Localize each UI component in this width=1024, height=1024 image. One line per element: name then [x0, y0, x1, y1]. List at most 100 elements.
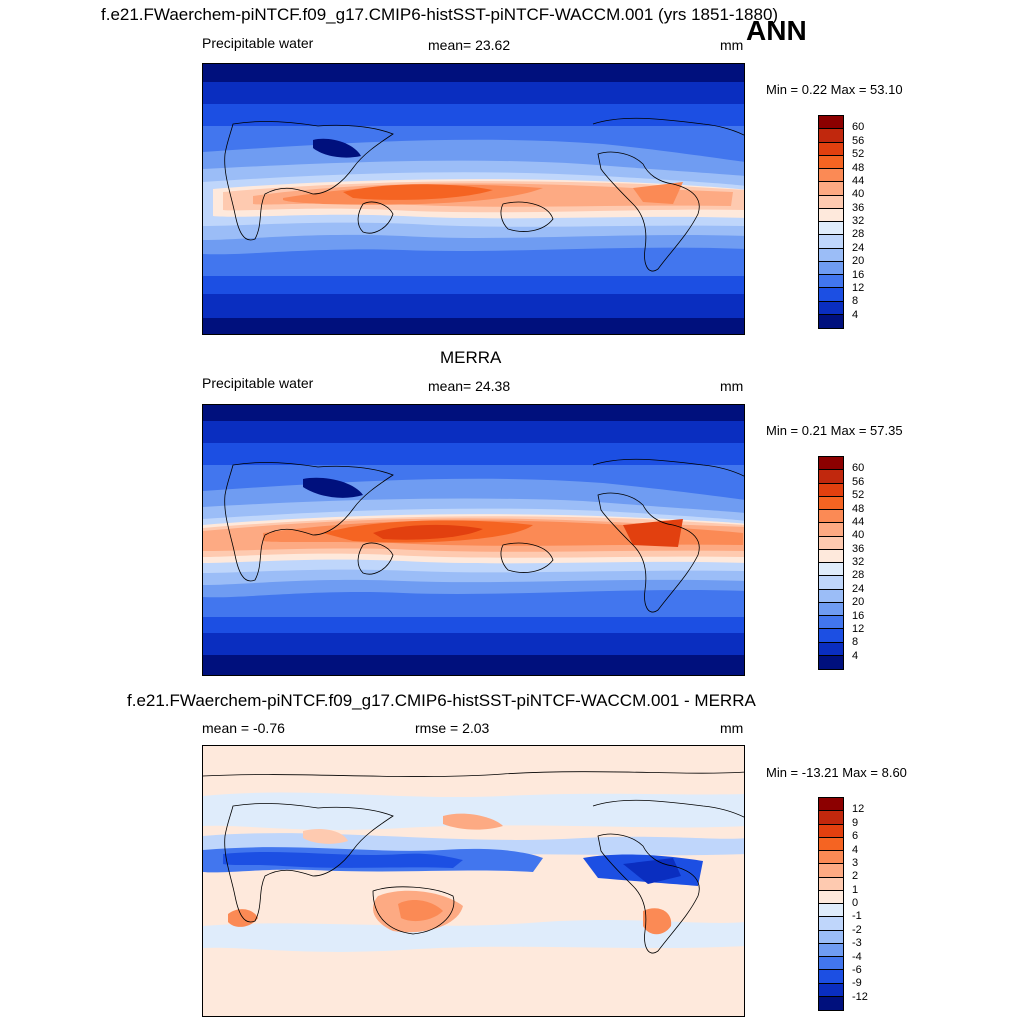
- colorbar-tick-label: 4: [852, 843, 859, 856]
- colorbar-tick-label: 4: [852, 308, 859, 321]
- colorbar-tick-label: 12: [852, 622, 865, 635]
- colorbar-tick-label: 28: [852, 569, 865, 582]
- colorbar-swatch: [819, 851, 843, 865]
- bottom-map-field: [203, 746, 744, 1016]
- colorbar-swatch: [819, 943, 843, 957]
- bottom-units-label: mm: [720, 720, 744, 736]
- colorbar-swatch: [819, 549, 843, 563]
- colorbar-tick-label: 48: [852, 161, 865, 174]
- colorbar-swatch: [819, 877, 843, 891]
- top-variable-label: Precipitable water: [202, 35, 314, 51]
- colorbar-swatch: [819, 275, 843, 289]
- middle-variable-label: Precipitable water: [202, 375, 314, 391]
- colorbar-swatch: [819, 655, 843, 669]
- season-label: ANN: [746, 15, 807, 46]
- bottom-panel-title: f.e21.FWaerchem-piNTCF.f09_g17.CMIP6-his…: [127, 691, 756, 710]
- colorbar-tick-label: 44: [852, 174, 865, 187]
- colorbar-swatch: [819, 235, 843, 249]
- top-minmax-label: Min = 0.22 Max = 53.10: [766, 82, 903, 97]
- colorbar-swatch: [819, 195, 843, 209]
- middle-map: [202, 404, 745, 676]
- colorbar-swatch: [819, 470, 843, 484]
- colorbar-swatch: [819, 970, 843, 984]
- colorbar-tick-label: 28: [852, 228, 865, 241]
- colorbar-swatch: [819, 523, 843, 537]
- colorbar-swatch: [819, 301, 843, 315]
- colorbar-tick-label: 36: [852, 542, 865, 555]
- colorbar-swatch: [819, 261, 843, 275]
- colorbar-swatch: [819, 155, 843, 169]
- colorbar-swatch: [819, 824, 843, 838]
- bottom-minmax-label: Min = -13.21 Max = 8.60: [766, 765, 907, 780]
- colorbar-swatch: [819, 129, 843, 143]
- colorbar-swatch: [819, 483, 843, 497]
- colorbar-swatch: [819, 496, 843, 510]
- colorbar-tick-label: 4: [852, 649, 859, 662]
- top-panel-title: f.e21.FWaerchem-piNTCF.f09_g17.CMIP6-his…: [101, 5, 779, 24]
- colorbar-tick-label: 32: [852, 556, 865, 568]
- colorbar-tick-label: 8: [852, 295, 859, 308]
- middle-minmax-label: Min = 0.21 Max = 57.35: [766, 423, 903, 438]
- colorbar-swatch: [819, 890, 843, 904]
- colorbar-tick-label: -6: [852, 963, 862, 976]
- colorbar-tick-label: 60: [852, 462, 865, 475]
- colorbar-tick-label: 16: [852, 268, 865, 281]
- colorbar-tick-label: 24: [852, 582, 865, 595]
- colorbar-swatch: [819, 116, 843, 130]
- colorbar-tick-label: 8: [852, 636, 859, 649]
- colorbar-swatch: [819, 864, 843, 878]
- colorbar-tick-label: 44: [852, 515, 865, 528]
- colorbar-swatch: [819, 602, 843, 616]
- colorbar-swatch: [819, 142, 843, 156]
- colorbar-tick-label: 6: [852, 830, 859, 843]
- colorbar-tick-label: 2: [852, 870, 859, 883]
- middle-map-field: [203, 405, 744, 675]
- colorbar-swatch: [819, 904, 843, 918]
- top-map: [202, 63, 745, 335]
- colorbar-tick-label: -9: [852, 977, 862, 990]
- colorbar-tick-label: 40: [852, 188, 865, 201]
- colorbar-tick-label: -1: [852, 910, 862, 923]
- colorbar-swatch: [819, 930, 843, 944]
- colorbar-swatch: [819, 996, 843, 1010]
- colorbar-swatch: [819, 589, 843, 603]
- top-map-field: [203, 64, 744, 334]
- colorbar-tick-label: 32: [852, 215, 865, 227]
- colorbar-tick-label: 3: [852, 856, 859, 869]
- colorbar-swatch: [819, 314, 843, 328]
- colorbar-tick-label: 24: [852, 241, 865, 254]
- colorbar-swatch: [819, 248, 843, 262]
- colorbar-swatch: [819, 288, 843, 302]
- colorbar-tick-label: 36: [852, 201, 865, 214]
- colorbar-swatch: [819, 917, 843, 931]
- colorbar-swatch: [819, 510, 843, 524]
- colorbar-swatch: [819, 811, 843, 825]
- colorbar-swatch: [819, 169, 843, 183]
- colorbar-tick-label: 52: [852, 489, 865, 502]
- colorbar-tick-label: 16: [852, 609, 865, 622]
- colorbar-tick-label: 52: [852, 148, 865, 161]
- middle-panel-title: MERRA: [440, 348, 502, 367]
- colorbar-tick-label: 40: [852, 529, 865, 542]
- colorbar-tick-label: 56: [852, 475, 865, 488]
- top-colorbar: [818, 115, 844, 329]
- colorbar-swatch: [819, 957, 843, 971]
- colorbar-tick-label: 12: [852, 281, 865, 294]
- colorbar-tick-label: 20: [852, 255, 865, 268]
- colorbar-tick-label: 12: [852, 803, 865, 816]
- colorbar-swatch: [819, 616, 843, 630]
- colorbar-swatch: [819, 983, 843, 997]
- colorbar-swatch: [819, 222, 843, 236]
- middle-mean-label: mean= 24.38: [428, 378, 511, 394]
- colorbar-swatch: [819, 576, 843, 590]
- bottom-map: [202, 745, 745, 1017]
- bottom-rmse-label: rmse = 2.03: [415, 720, 490, 736]
- colorbar-swatch: [819, 642, 843, 656]
- middle-units-label: mm: [720, 378, 744, 394]
- top-units-label: mm: [720, 37, 744, 53]
- colorbar-tick-label: 56: [852, 134, 865, 147]
- colorbar-tick-label: -3: [852, 937, 862, 950]
- colorbar-swatch: [819, 457, 843, 471]
- colorbar-tick-label: -12: [852, 990, 868, 1003]
- colorbar-tick-label: -2: [852, 923, 862, 936]
